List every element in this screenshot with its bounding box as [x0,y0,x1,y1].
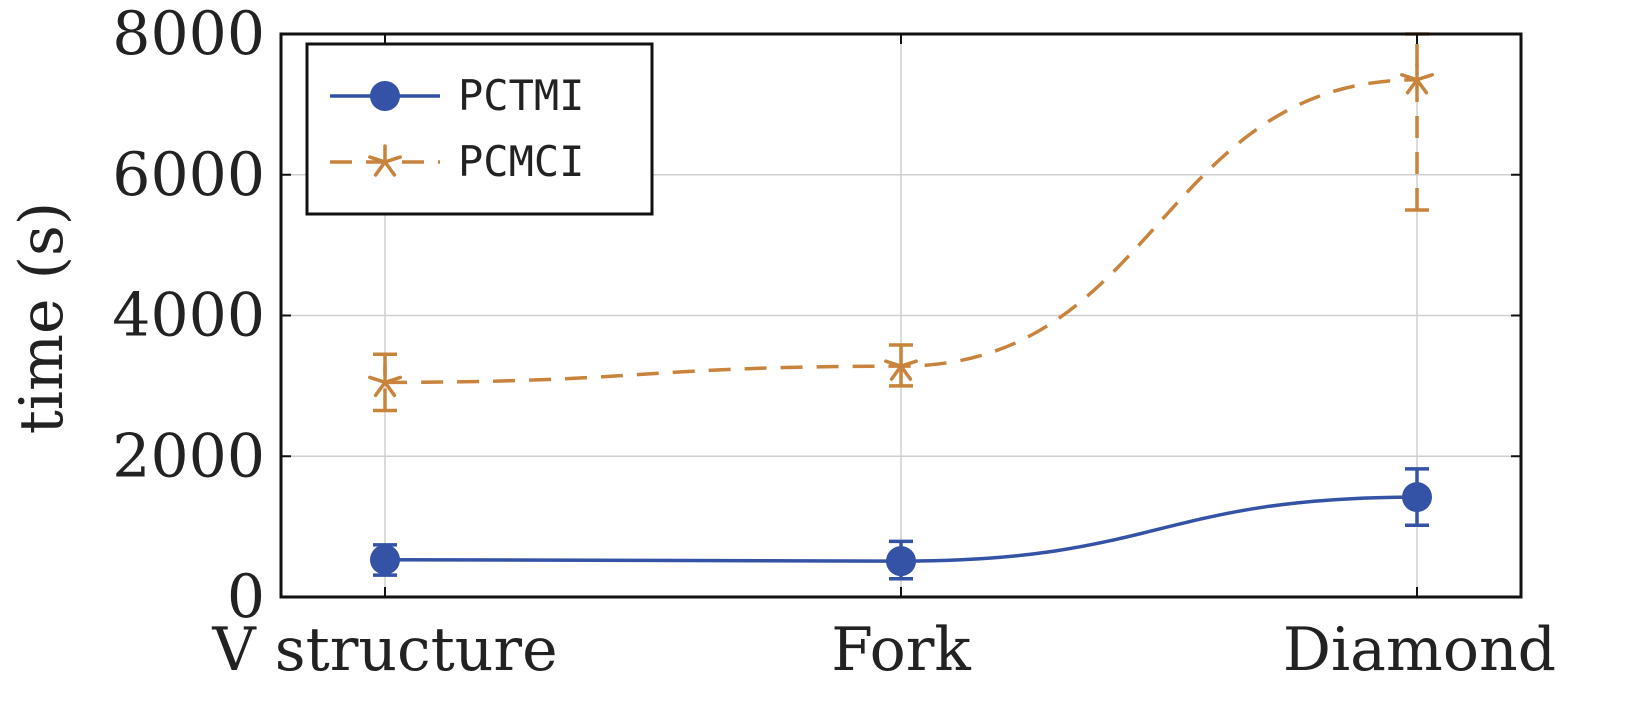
series-pctmi [370,467,1432,581]
x-tick-label: Diamond [1283,615,1556,685]
data-point [1400,61,1434,95]
x-axis-ticks: V structure Fork Diamond [211,34,1556,685]
legend-marker [370,81,400,111]
y-tick-label: 4000 [112,281,265,351]
legend-label: PCMCI [458,137,584,186]
legend-box [305,42,654,216]
legend-label: PCTMI [458,71,584,120]
y-tick-label: 8000 [112,0,265,69]
y-axis-label: time (s) [7,202,77,434]
data-point [1402,482,1432,513]
legend-entry-pcmci: PCMCI [330,137,584,186]
y-tick-label: 2000 [112,421,265,491]
y-tick-label: 6000 [112,140,265,210]
series-pcmci [368,32,1434,413]
series-layer [368,32,1434,581]
data-point [368,364,402,398]
y-tick-label: 0 [227,562,265,632]
error-bar [373,352,397,413]
data-point [370,544,400,575]
legend-entry-pctmi: PCTMI [330,71,584,120]
x-tick-label: V structure [211,615,557,685]
x-tick-label: Fork [831,615,971,685]
legend: PCTMI PCMCI [305,42,654,216]
legend-marker [368,144,402,177]
y-axis-ticks: 0 2000 4000 6000 8000 [112,0,1521,632]
series-line [384,77,1418,385]
data-point [884,348,918,381]
data-point [886,546,916,577]
